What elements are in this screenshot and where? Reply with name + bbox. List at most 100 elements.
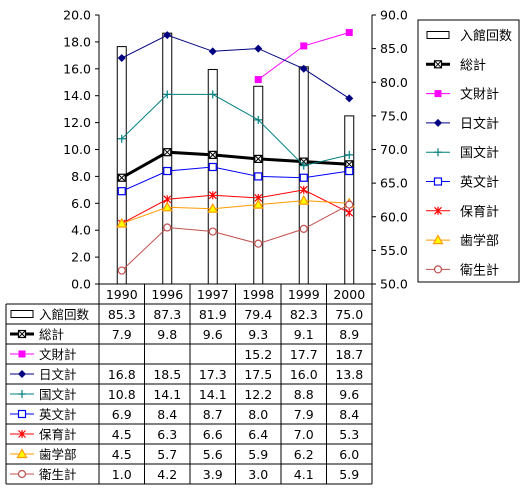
table-row-label: 日文計 <box>39 367 77 382</box>
table-row-symbol <box>10 350 34 358</box>
table-row-label: 保育計 <box>39 427 77 442</box>
data-point <box>254 239 263 248</box>
data-point <box>117 187 126 196</box>
series-4 <box>117 90 354 170</box>
table-cell: 14.1 <box>199 387 227 402</box>
table-cell: 3.0 <box>248 467 268 482</box>
legend-symbol <box>426 206 450 215</box>
data-point <box>117 134 126 143</box>
table-cell: 4.1 <box>294 467 314 482</box>
table-cell: 8.4 <box>157 407 177 422</box>
table-row-label: 入館回数 <box>39 307 90 322</box>
table-cell: 5.7 <box>157 447 177 462</box>
right-tick-label: 50.0 <box>380 277 408 292</box>
data-point <box>163 166 172 176</box>
table-cell: 8.4 <box>339 407 359 422</box>
series-line <box>121 166 350 192</box>
legend-label: 保育計 <box>460 204 499 220</box>
data-point <box>345 208 354 217</box>
table-cell: 6.2 <box>294 447 314 462</box>
left-tick-label: 16.0 <box>63 61 91 76</box>
table-cell: 5.3 <box>339 427 359 442</box>
legend-symbol <box>426 148 450 157</box>
data-point <box>299 173 308 182</box>
data-point <box>208 90 217 99</box>
data-point <box>117 54 126 63</box>
table-row-symbol <box>10 310 34 318</box>
table-year-header: 1997 <box>197 287 229 302</box>
data-point <box>254 172 263 181</box>
right-tick-label: 70.0 <box>380 142 408 157</box>
series-line <box>121 150 350 180</box>
data-point <box>345 94 354 103</box>
table-cell: 9.1 <box>294 327 314 342</box>
table-cell: 10.8 <box>108 387 136 402</box>
data-point <box>298 194 310 205</box>
series-line <box>121 189 350 224</box>
left-tick-label: 4.0 <box>71 223 91 238</box>
legend-label: 歯学部 <box>460 233 499 249</box>
table-cell: 8.9 <box>339 327 359 342</box>
data-point <box>208 227 217 236</box>
table-cell: 4.5 <box>112 447 132 462</box>
left-tick-label: 2.0 <box>71 250 91 265</box>
table-cell: 5.9 <box>248 447 268 462</box>
series-line <box>121 200 350 224</box>
data-point <box>254 44 263 53</box>
table-row-symbol <box>10 430 34 438</box>
legend-label: 国文計 <box>460 145 499 161</box>
right-tick-label: 85.0 <box>380 41 408 56</box>
table-cell: 87.3 <box>153 307 181 322</box>
right-tick-label: 60.0 <box>380 209 408 224</box>
table-row-symbol <box>10 390 34 398</box>
table-cell: 4.2 <box>157 467 177 482</box>
legend-label: 英文計 <box>460 175 499 191</box>
series-8 <box>117 200 354 275</box>
left-tick-label: 20.0 <box>63 8 91 23</box>
table-cell: 9.8 <box>157 327 177 342</box>
left-tick-label: 12.0 <box>63 115 91 130</box>
table-cell: 1.0 <box>112 467 132 482</box>
legend-symbol <box>426 177 450 186</box>
data-point <box>345 150 354 159</box>
left-tick-label: 6.0 <box>71 196 91 211</box>
left-tick-label: 10.0 <box>63 142 91 157</box>
left-tick-label: 8.0 <box>71 169 91 184</box>
data-point <box>254 115 263 124</box>
table-cell: 6.4 <box>248 427 268 442</box>
data-point <box>345 200 354 209</box>
table-cell: 12.2 <box>244 387 272 402</box>
table-cell: 16.8 <box>108 367 136 382</box>
table-row-symbol <box>10 329 34 339</box>
table-year-header: 2000 <box>333 287 365 302</box>
data-point <box>254 76 262 84</box>
table-cell: 6.6 <box>203 427 223 442</box>
left-tick-label: 0.0 <box>71 277 91 292</box>
legend-label: 日文計 <box>460 116 499 132</box>
table-year-header: 1999 <box>288 287 320 302</box>
table-cell: 79.4 <box>244 307 272 322</box>
table-cell: 5.9 <box>339 467 359 482</box>
legend-symbol <box>426 265 450 274</box>
data-table: 1990 1996 1997 1998 1999 2000 入館回数 85.3 87.3 81.9… <box>5 284 373 485</box>
data-point <box>299 64 308 73</box>
table-cell: 9.3 <box>248 327 268 342</box>
data-point <box>208 47 217 56</box>
data-point <box>252 198 264 209</box>
table-cell: 18.7 <box>335 347 363 362</box>
data-point <box>208 162 217 172</box>
legend-symbol <box>426 60 450 69</box>
table-row-symbol <box>10 448 34 459</box>
table-cell: 82.3 <box>290 307 318 322</box>
data-point <box>117 173 126 182</box>
data-point <box>208 150 217 159</box>
table-cell: 9.6 <box>203 327 223 342</box>
data-point <box>117 266 126 275</box>
table-cell: 8.0 <box>248 407 268 422</box>
table-row-label: 歯学部 <box>39 447 77 462</box>
table-cell: 5.6 <box>203 447 223 462</box>
series-line <box>121 204 350 271</box>
legend-label: 総計 <box>460 57 486 73</box>
legend-symbol <box>426 31 450 39</box>
table-row-label: 英文計 <box>39 407 77 422</box>
